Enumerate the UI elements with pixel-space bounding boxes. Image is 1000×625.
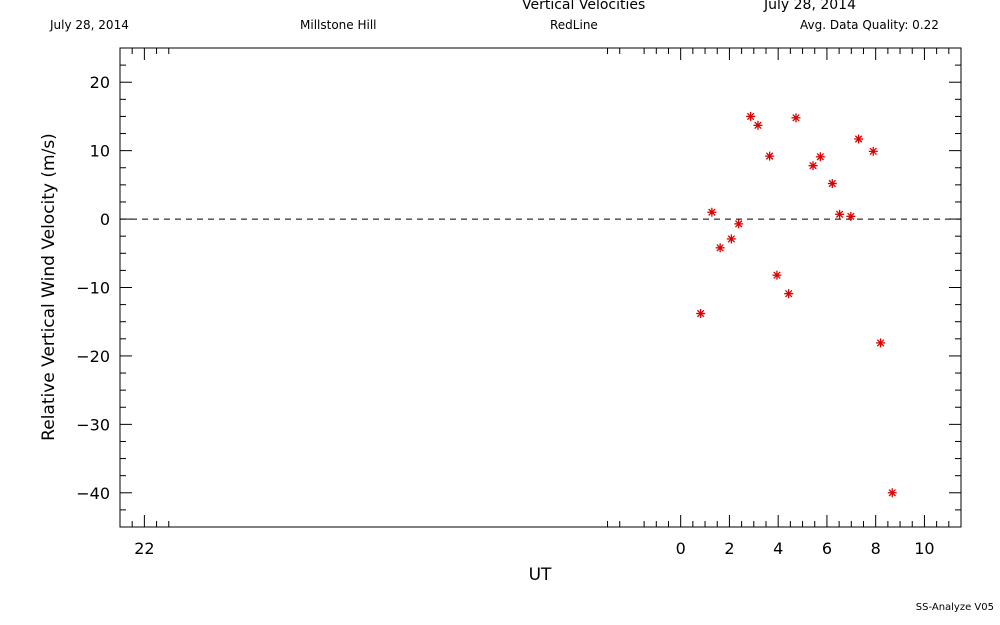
- software-version: SS-Analyze V05: [915, 602, 994, 613]
- data-point: [808, 161, 818, 171]
- plot-frame: [119, 47, 962, 528]
- x-tick-label: 22: [134, 539, 154, 558]
- data-points: [696, 111, 897, 498]
- chart-title: Vertical Velocities: [522, 0, 646, 13]
- data-point: [715, 243, 725, 253]
- data-point: [835, 209, 845, 219]
- data-point: [815, 152, 825, 162]
- x-tick-label: 6: [822, 539, 832, 558]
- x-axis-label: UT: [529, 565, 552, 585]
- data-point: [753, 120, 763, 130]
- header-date: July 28, 2014: [50, 18, 129, 32]
- x-tick-label: 10: [914, 539, 934, 558]
- header-site: Millstone Hill: [300, 18, 377, 32]
- data-point: [876, 338, 886, 348]
- header-filter: RedLine: [550, 18, 598, 32]
- data-point: [765, 151, 775, 161]
- y-tick-label: −10: [76, 279, 110, 298]
- y-tick-label: −20: [76, 347, 110, 366]
- data-point: [868, 146, 878, 156]
- axis-tick-labels: 20 10 0 −10 −20 −30 −40 22 0 2 4 6 8 10: [76, 73, 934, 558]
- data-point: [887, 488, 897, 498]
- data-point: [791, 113, 801, 123]
- data-point: [854, 134, 864, 144]
- data-point: [726, 234, 736, 244]
- y-axis-label: Relative Vertical Wind Velocity (m/s): [39, 133, 59, 441]
- y-tick-label: 10: [90, 142, 110, 161]
- data-point: [734, 219, 744, 229]
- axis-ticks: [119, 47, 962, 528]
- data-point: [696, 309, 706, 319]
- y-tick-label: −30: [76, 415, 110, 434]
- x-tick-label: 2: [724, 539, 734, 558]
- x-tick-label: 8: [871, 539, 881, 558]
- x-tick-label: 0: [676, 539, 686, 558]
- data-point: [827, 178, 837, 188]
- data-point: [784, 289, 794, 299]
- data-point: [707, 207, 717, 217]
- y-tick-label: 20: [90, 73, 110, 92]
- data-point: [772, 270, 782, 280]
- y-tick-label: −40: [76, 484, 110, 503]
- data-point: [746, 111, 756, 121]
- x-tick-label: 4: [773, 539, 783, 558]
- data-point: [846, 211, 856, 221]
- y-tick-label: 0: [100, 210, 110, 229]
- header-quality: Avg. Data Quality: 0.22: [800, 18, 939, 32]
- title-date: July 28, 2014: [764, 0, 856, 13]
